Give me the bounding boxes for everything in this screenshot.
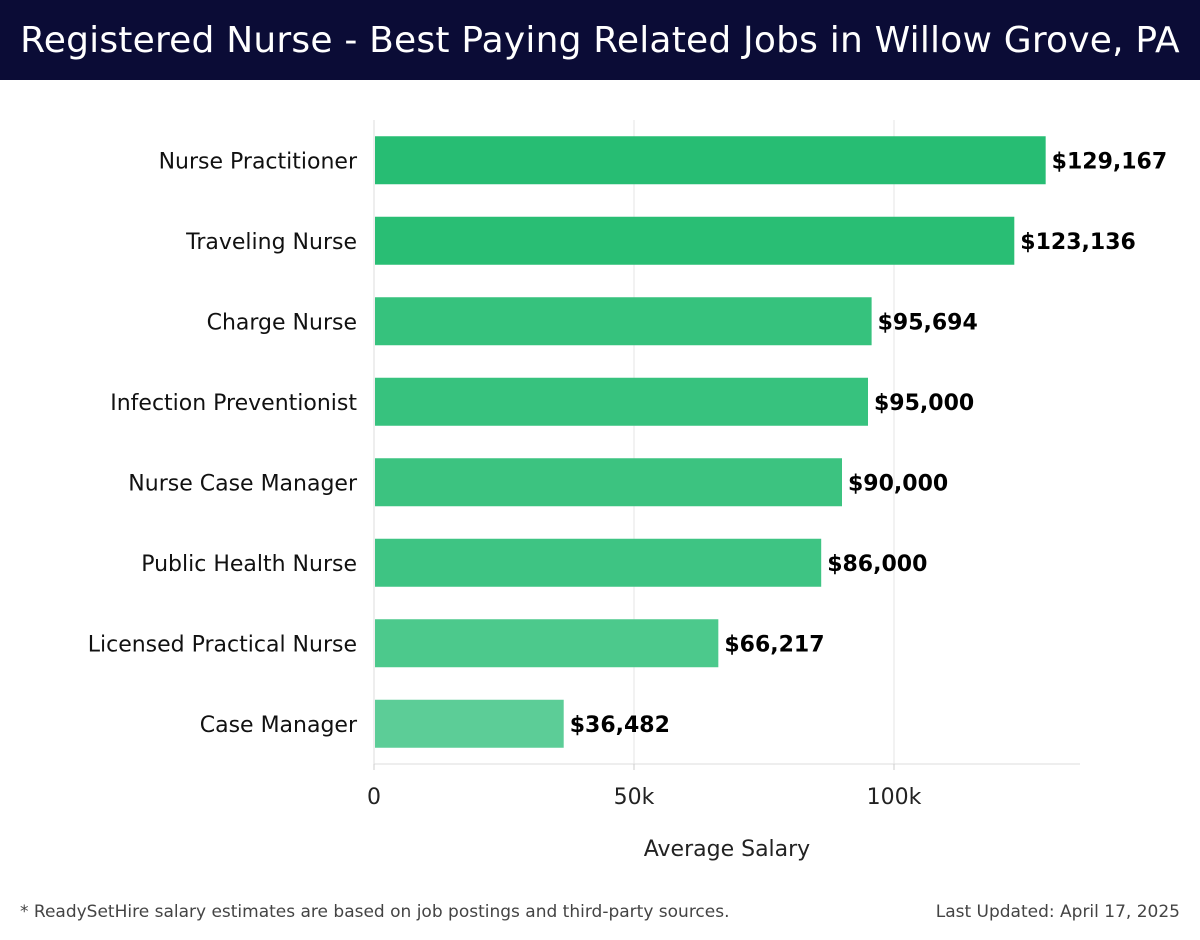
bar-nurse-case-manager bbox=[375, 458, 842, 507]
chart-header: Registered Nurse - Best Paying Related J… bbox=[0, 0, 1200, 80]
bar-nurse-practitioner bbox=[375, 136, 1046, 185]
bar-traveling-nurse bbox=[375, 216, 1015, 265]
bar-case-manager bbox=[375, 699, 564, 748]
value-label-licensed-practical-nurse: $66,217 bbox=[724, 632, 824, 657]
bar-charge-nurse bbox=[375, 297, 872, 346]
value-label-nurse-case-manager: $90,000 bbox=[848, 471, 948, 496]
category-label-nurse-case-manager: Nurse Case Manager bbox=[128, 471, 358, 496]
x-axis-title: Average Salary bbox=[644, 837, 810, 862]
value-label-case-manager: $36,482 bbox=[570, 713, 670, 738]
value-label-nurse-practitioner: $129,167 bbox=[1052, 149, 1168, 174]
footer-note: * ReadySetHire salary estimates are base… bbox=[20, 902, 730, 922]
category-label-nurse-practitioner: Nurse Practitioner bbox=[159, 149, 358, 174]
category-label-case-manager: Case Manager bbox=[200, 713, 358, 738]
category-label-infection-preventionist: Infection Preventionist bbox=[110, 391, 357, 416]
value-label-charge-nurse: $95,694 bbox=[878, 310, 978, 335]
x-tick-label-100k: 100k bbox=[867, 785, 922, 810]
category-label-traveling-nurse: Traveling Nurse bbox=[185, 230, 357, 255]
x-tick-label-0: 0 bbox=[367, 785, 381, 810]
chart-title: Registered Nurse - Best Paying Related J… bbox=[20, 19, 1180, 61]
value-label-traveling-nurse: $123,136 bbox=[1020, 230, 1136, 255]
bar-chart: 0 50k 100k Nurse Practitioner $129,167 Travel… bbox=[88, 120, 1168, 862]
category-label-licensed-practical-nurse: Licensed Practical Nurse bbox=[88, 632, 357, 657]
bar-licensed-practical-nurse bbox=[375, 619, 719, 668]
category-label-public-health-nurse: Public Health Nurse bbox=[141, 552, 357, 577]
bar-infection-preventionist bbox=[375, 377, 868, 426]
value-label-infection-preventionist: $95,000 bbox=[874, 391, 974, 416]
x-tick-label-50k: 50k bbox=[614, 785, 655, 810]
value-label-public-health-nurse: $86,000 bbox=[827, 552, 927, 577]
bar-public-health-nurse bbox=[375, 538, 822, 587]
last-updated: Last Updated: April 17, 2025 bbox=[935, 902, 1180, 922]
category-label-charge-nurse: Charge Nurse bbox=[207, 310, 357, 335]
